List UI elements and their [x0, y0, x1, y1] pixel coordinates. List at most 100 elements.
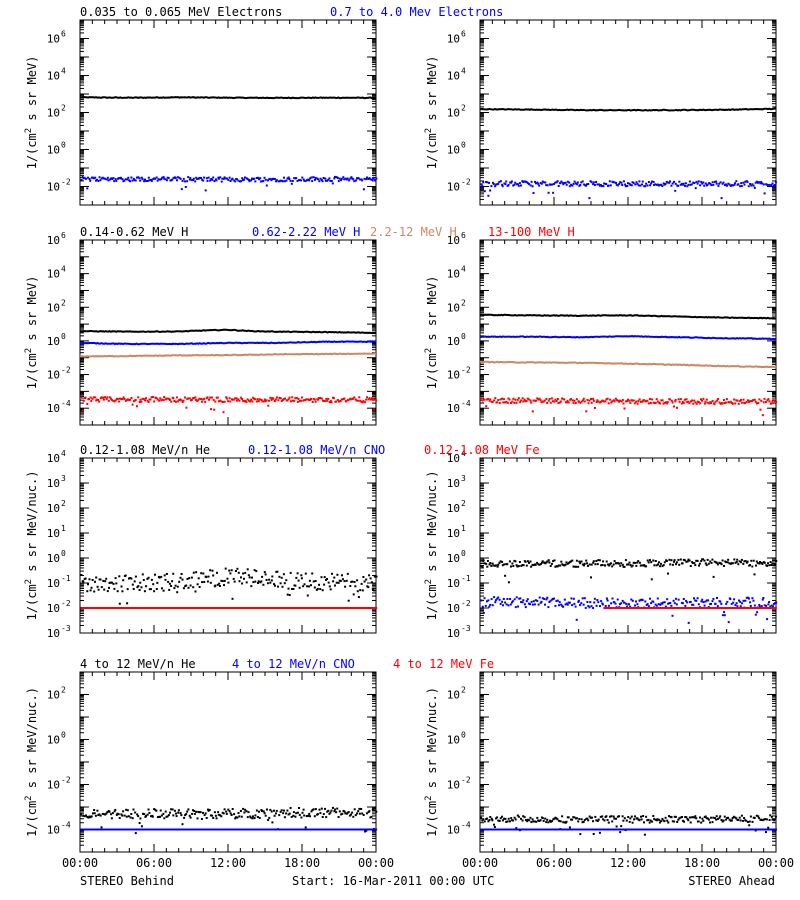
data-point	[677, 598, 680, 601]
data-point	[494, 185, 497, 188]
data-point	[147, 828, 150, 831]
data-point	[93, 177, 95, 180]
data-point	[761, 414, 764, 417]
data-point	[722, 607, 725, 609]
data-point	[615, 181, 617, 184]
data-point	[723, 402, 726, 404]
data-point	[99, 578, 102, 581]
data-point	[80, 828, 83, 831]
data-point	[267, 819, 270, 821]
data-point	[323, 583, 326, 586]
data-point	[685, 398, 688, 401]
data-point	[483, 398, 486, 401]
data-point	[341, 812, 344, 815]
data-point	[150, 178, 152, 181]
data-point	[508, 398, 511, 401]
data-point	[321, 816, 324, 818]
data-point	[771, 182, 774, 185]
data-point	[590, 181, 593, 184]
data-point	[295, 177, 298, 180]
data-point	[740, 561, 743, 564]
data-point	[730, 607, 733, 609]
data-point	[526, 598, 529, 601]
data-point	[652, 607, 655, 609]
data-point	[480, 599, 483, 602]
y-tick-label-exponent: -1	[61, 574, 71, 583]
data-point	[669, 563, 672, 566]
data-point	[194, 590, 197, 593]
data-point	[188, 178, 191, 181]
data-point	[592, 181, 595, 184]
data-point	[638, 180, 641, 183]
data-point	[601, 399, 604, 402]
data-point	[116, 812, 119, 815]
data-point	[658, 818, 661, 821]
data-point	[162, 812, 165, 815]
data-point	[744, 607, 747, 609]
data-point	[721, 182, 724, 185]
data-point	[294, 584, 297, 587]
data-point	[364, 828, 367, 831]
data-point	[562, 605, 565, 608]
data-point	[104, 813, 107, 816]
data-point	[369, 607, 372, 609]
data-point	[499, 817, 502, 820]
data-point	[692, 603, 695, 606]
data-point	[329, 811, 332, 814]
data-point	[487, 397, 490, 400]
data-point	[701, 598, 704, 601]
data-point	[343, 397, 346, 400]
data-point	[572, 816, 575, 819]
data-point	[83, 815, 86, 818]
data-point	[762, 607, 765, 609]
y-tick-label: 10	[447, 268, 460, 281]
data-point	[138, 589, 141, 591]
data-point	[145, 180, 148, 182]
data-point	[285, 828, 288, 831]
data-point	[117, 813, 120, 816]
data-point	[687, 400, 690, 403]
data-point	[214, 584, 217, 587]
data-point	[709, 182, 712, 185]
data-point	[768, 564, 771, 567]
data-point	[623, 601, 626, 604]
data-point	[691, 603, 694, 606]
data-point	[320, 179, 323, 181]
data-point	[592, 607, 595, 609]
data-point	[298, 807, 300, 809]
data-point	[243, 577, 245, 580]
data-point	[754, 607, 757, 609]
y-tick-label-exponent: -2	[61, 776, 71, 785]
data-point	[748, 607, 750, 609]
y-tick-label: 10	[47, 70, 60, 83]
data-point	[511, 600, 514, 603]
data-point	[599, 184, 602, 186]
data-point	[695, 599, 698, 602]
data-point	[747, 401, 750, 404]
data-point	[81, 607, 84, 609]
data-point	[296, 811, 299, 814]
data-point	[123, 814, 126, 817]
data-point	[194, 396, 197, 399]
data-point	[257, 607, 260, 609]
series-black	[479, 313, 777, 320]
data-point	[127, 828, 130, 831]
data-point	[326, 828, 329, 831]
data-point	[232, 828, 235, 831]
data-point	[129, 180, 131, 183]
data-point	[109, 607, 112, 609]
y-tick-label: 10	[47, 335, 60, 348]
data-point	[151, 828, 154, 831]
data-point	[698, 562, 701, 565]
data-point	[119, 176, 122, 179]
data-point	[571, 184, 574, 187]
data-point	[537, 182, 540, 185]
data-point	[148, 811, 151, 814]
data-point	[590, 398, 592, 400]
data-point	[206, 396, 209, 399]
data-point	[595, 560, 598, 562]
data-point	[245, 810, 248, 813]
data-point	[292, 814, 295, 817]
data-point	[359, 178, 362, 181]
